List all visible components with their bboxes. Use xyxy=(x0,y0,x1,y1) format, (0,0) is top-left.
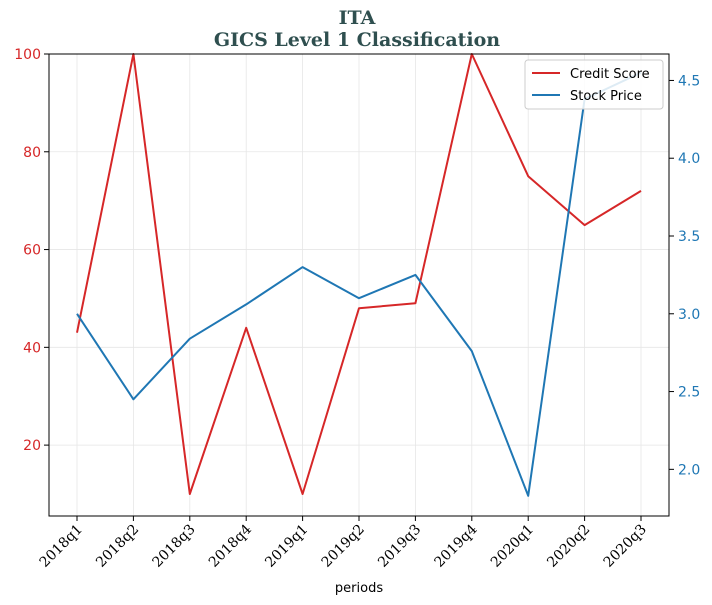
x-axis-label: periods xyxy=(335,581,383,596)
right-tick-label: 4.0 xyxy=(678,151,700,167)
right-tick-label: 2.5 xyxy=(678,385,700,401)
left-y-axis: 20 40 60 80 100 xyxy=(14,47,49,454)
x-tick-label: 2018q4 xyxy=(206,521,255,570)
series-line-credit-score xyxy=(76,53,642,495)
x-tick-label: 2020q2 xyxy=(544,522,593,571)
right-tick-label: 3.5 xyxy=(678,229,700,245)
chart-title: ITA xyxy=(339,7,376,29)
right-tick-label: 3.0 xyxy=(678,307,700,323)
chart-subtitle: GICS Level 1 Classification xyxy=(214,29,500,51)
legend-label-stock-price: Stock Price xyxy=(570,89,642,104)
x-tick-label: 2019q2 xyxy=(319,522,368,571)
x-tick-label: 2018q2 xyxy=(93,522,142,571)
legend: Credit Score Stock Price xyxy=(524,59,664,110)
x-tick-label: 2018q1 xyxy=(37,522,86,571)
series-line-stock-price xyxy=(76,71,642,497)
left-tick-label: 100 xyxy=(14,47,41,63)
x-tick-label: 2018q3 xyxy=(149,522,198,571)
x-tick-label: 2019q1 xyxy=(262,522,311,571)
left-tick-label: 80 xyxy=(23,145,41,161)
x-tick-label: 2019q4 xyxy=(431,521,480,570)
x-axis: 2018q1 2018q2 2018q3 2018q4 2019q1 2019q2 2019… xyxy=(37,516,650,571)
left-tick-label: 60 xyxy=(23,243,41,259)
x-tick-label: 2019q3 xyxy=(375,522,424,571)
right-tick-label: 4.5 xyxy=(678,73,700,89)
right-y-axis: 2.0 2.5 3.0 3.5 4.0 4.5 xyxy=(669,73,700,478)
left-tick-label: 20 xyxy=(23,438,41,454)
right-tick-label: 2.0 xyxy=(678,462,700,478)
x-tick-label: 2020q1 xyxy=(488,522,537,571)
series-lines xyxy=(76,53,642,497)
left-tick-label: 40 xyxy=(23,340,41,356)
x-tick-label: 2020q3 xyxy=(601,522,650,571)
grid xyxy=(49,53,669,516)
legend-label-credit-score: Credit Score xyxy=(570,67,650,82)
